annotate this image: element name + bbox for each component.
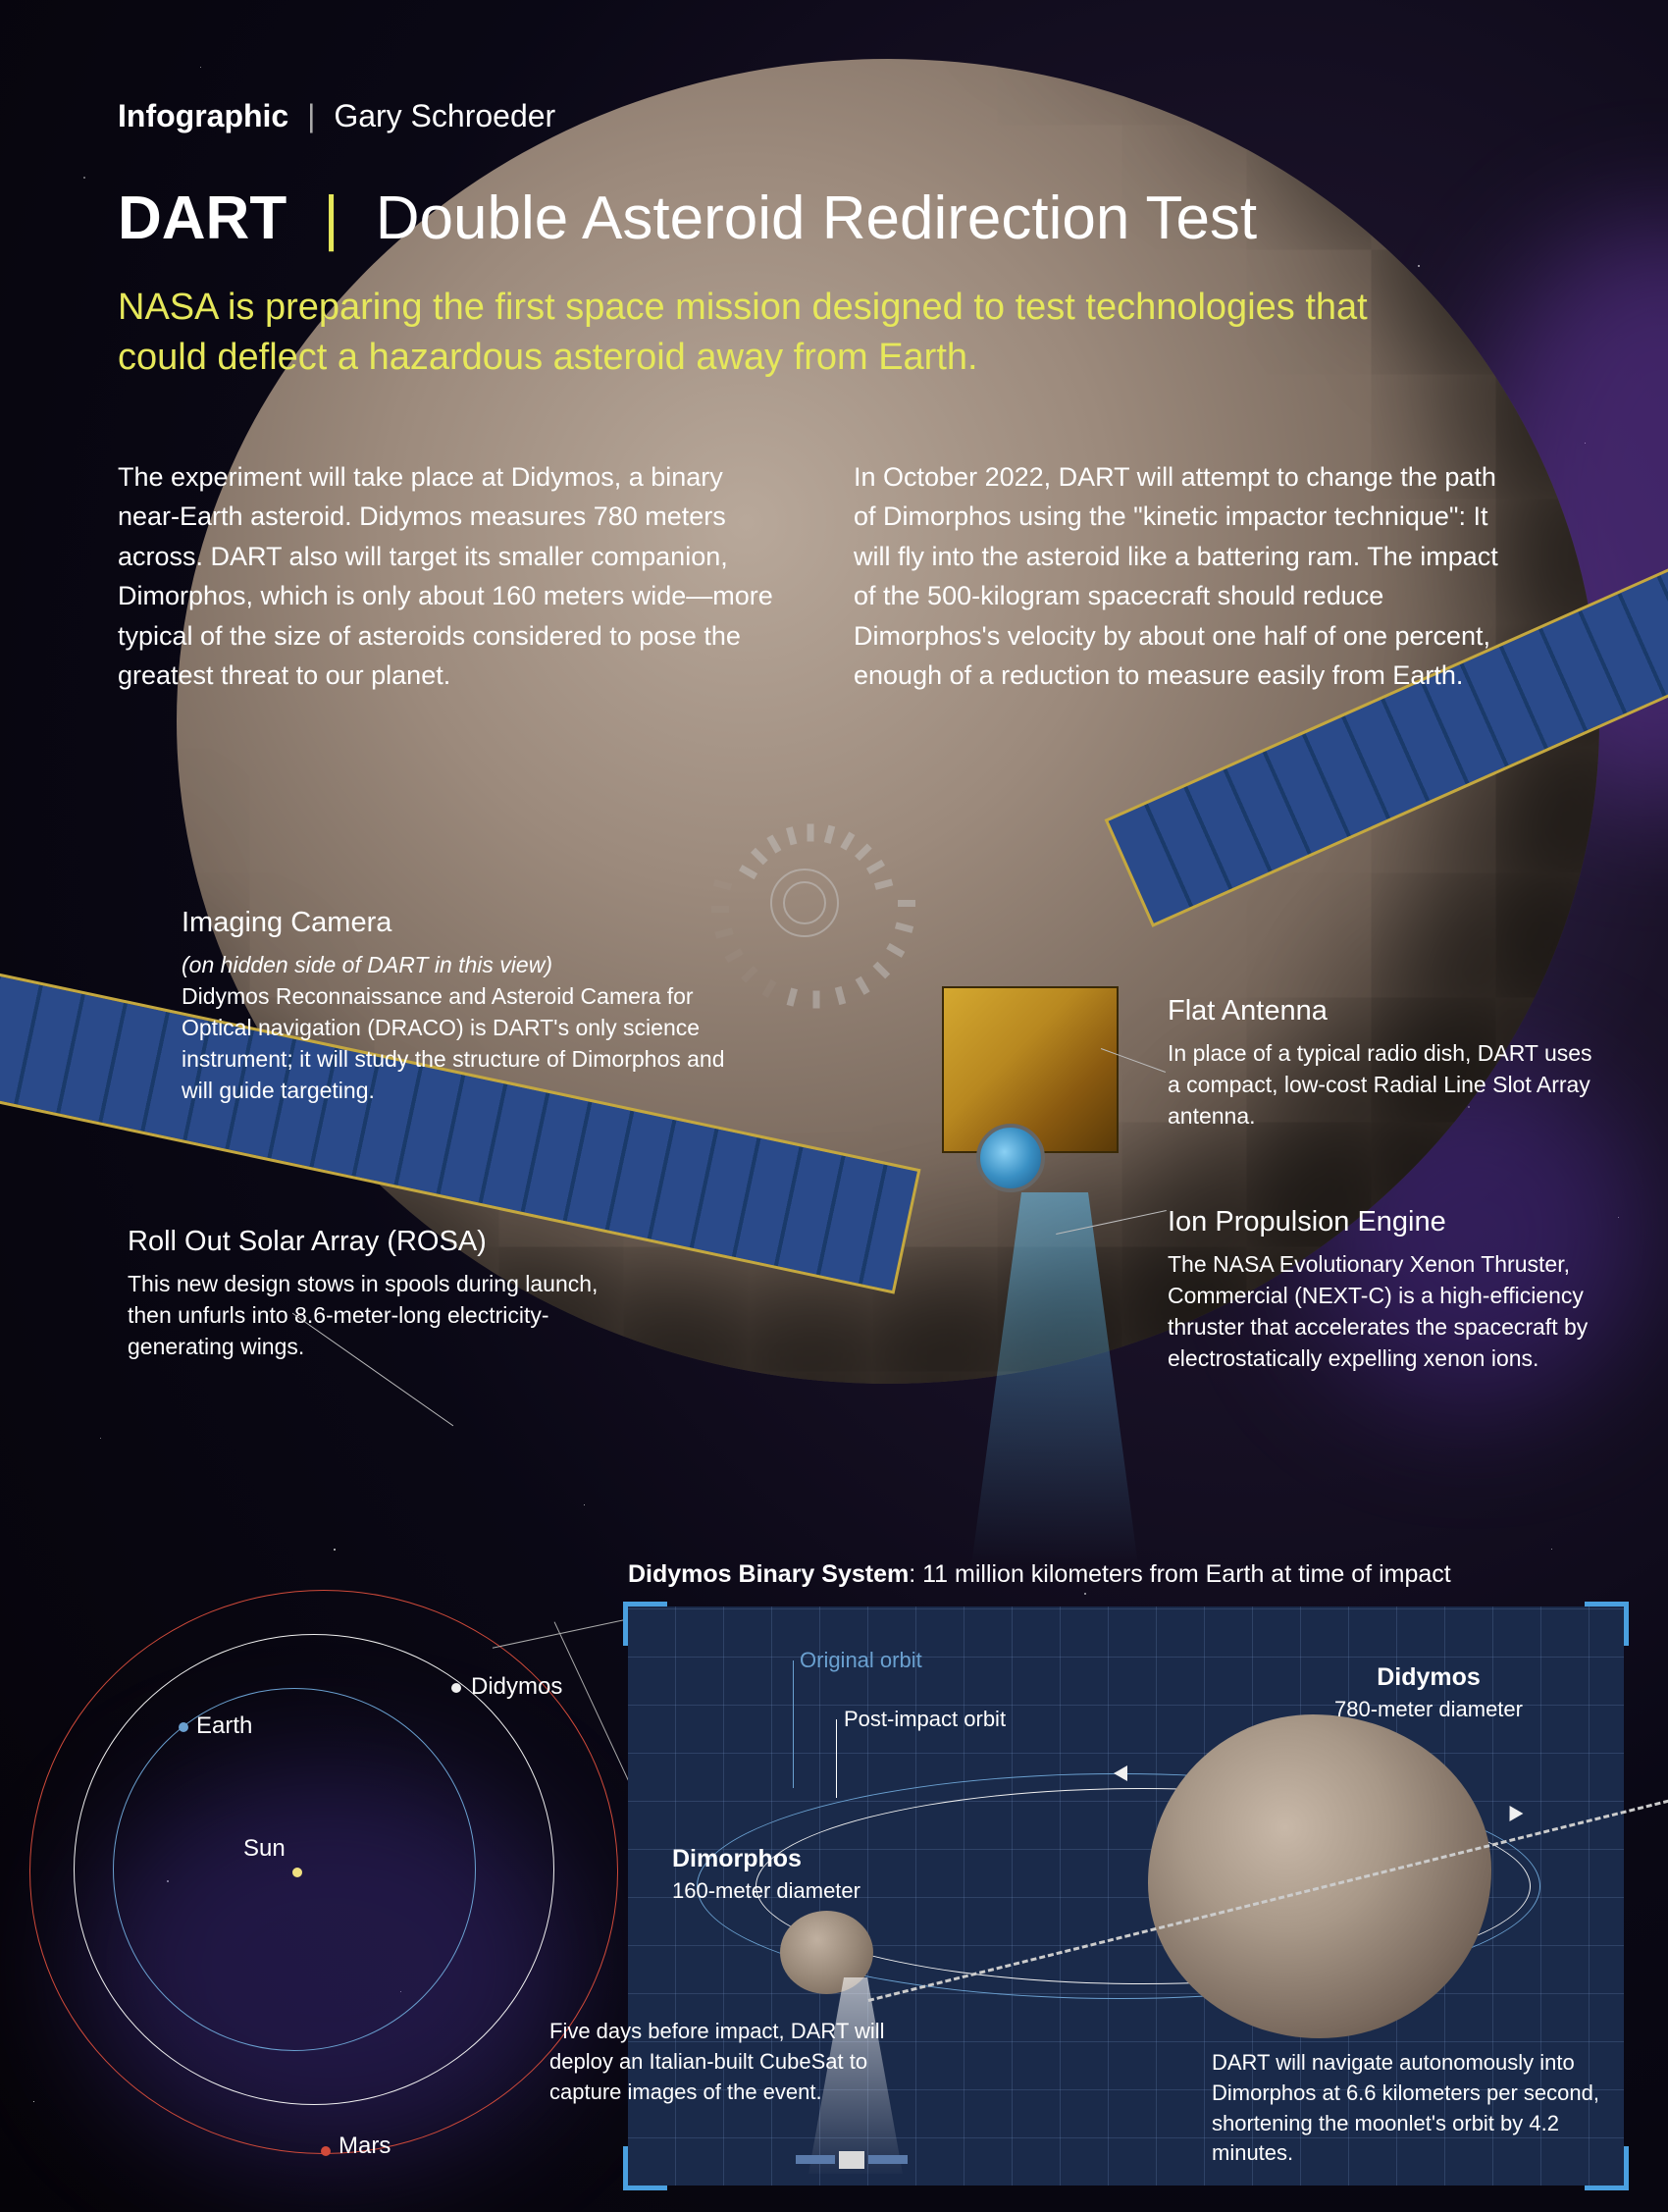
callout-title: Ion Propulsion Engine [1168,1202,1648,1242]
callout-title: Imaging Camera [182,903,741,943]
trajectory-note: DART will navigate autonomously into Dim… [1212,2048,1599,2169]
binary-title-rest: : 11 million kilometers from Earth at ti… [909,1560,1451,1588]
orbit-arrow-icon [1503,1806,1524,1825]
orig-orbit-label: Original orbit [800,1646,922,1676]
solar-system-orbit-diagram: Earth Sun Didymos Mars [39,1595,608,2144]
subtitle: NASA is preparing the first space missio… [118,283,1442,384]
main-title: DART | Double Asteroid Redirection Test [118,184,1550,253]
corner-bracket-icon [623,2146,667,2190]
callout-antenna: Flat Antenna In place of a typical radio… [1168,991,1599,1132]
intro-right: In October 2022, DART will attempt to ch… [854,457,1511,696]
title-pipe-icon: | [323,184,339,252]
post-orbit-leader [836,1719,837,1798]
callout-title: Flat Antenna [1168,991,1599,1031]
corner-bracket-icon [1585,1602,1629,1646]
separator-icon: | [307,98,315,133]
didymos-size: 780-meter diameter [1334,1697,1523,1721]
dimorphos-name: Dimorphos [672,1845,802,1872]
cubesat-note: Five days before impact, DART will deplo… [549,2017,942,2107]
credit-category: Infographic [118,98,288,133]
binary-title-bold: Didymos Binary System [628,1560,909,1588]
intro-left: The experiment will take place at Didymo… [118,457,775,696]
orbit-arrow-icon [1114,1765,1127,1781]
title-full: Double Asteroid Redirection Test [376,184,1257,252]
callout-body: Didymos Reconnaissance and Asteroid Came… [182,980,741,1107]
sun-dot [292,1868,302,1877]
didymos-label: Didymos 780-meter diameter [1334,1660,1523,1725]
didymos-label: Didymos [471,1673,562,1701]
credit-author: Gary Schroeder [334,98,555,133]
mars-dot [321,2146,331,2156]
orig-orbit-leader [793,1660,794,1788]
callout-body: This new design stows in spools during l… [128,1268,608,1363]
sun-label: Sun [243,1835,286,1863]
callout-note: (on hidden side of DART in this view) [182,952,552,977]
title-acronym: DART [118,184,287,252]
dimorphos-size: 160-meter diameter [672,1878,860,1903]
credit-line: Infographic | Gary Schroeder [118,98,1550,134]
dimorphos-label: Dimorphos 160-meter diameter [672,1842,860,1907]
mars-label: Mars [339,2133,391,2160]
callout-body: In place of a typical radio dish, DART u… [1168,1037,1599,1132]
intro-columns: The experiment will take place at Didymo… [118,457,1550,696]
binary-panel-title: Didymos Binary System: 11 million kilome… [628,1560,1624,1589]
didymos-asteroid-icon [1148,1714,1491,2038]
didymos-name: Didymos [1377,1663,1481,1691]
callout-camera: Imaging Camera (on hidden side of DART i… [182,903,741,1107]
callout-rosa: Roll Out Solar Array (ROSA) This new des… [128,1222,608,1362]
cubesat-icon [839,2151,864,2169]
didymos-dot [451,1683,461,1693]
callout-ion: Ion Propulsion Engine The NASA Evolution… [1168,1202,1648,1374]
post-orbit-label: Post-impact orbit [844,1705,1006,1735]
earth-dot [179,1722,188,1732]
earth-label: Earth [196,1712,252,1740]
callout-title: Roll Out Solar Array (ROSA) [128,1222,608,1262]
corner-bracket-icon [623,1602,667,1646]
callout-body: The NASA Evolutionary Xenon Thruster, Co… [1168,1248,1648,1375]
